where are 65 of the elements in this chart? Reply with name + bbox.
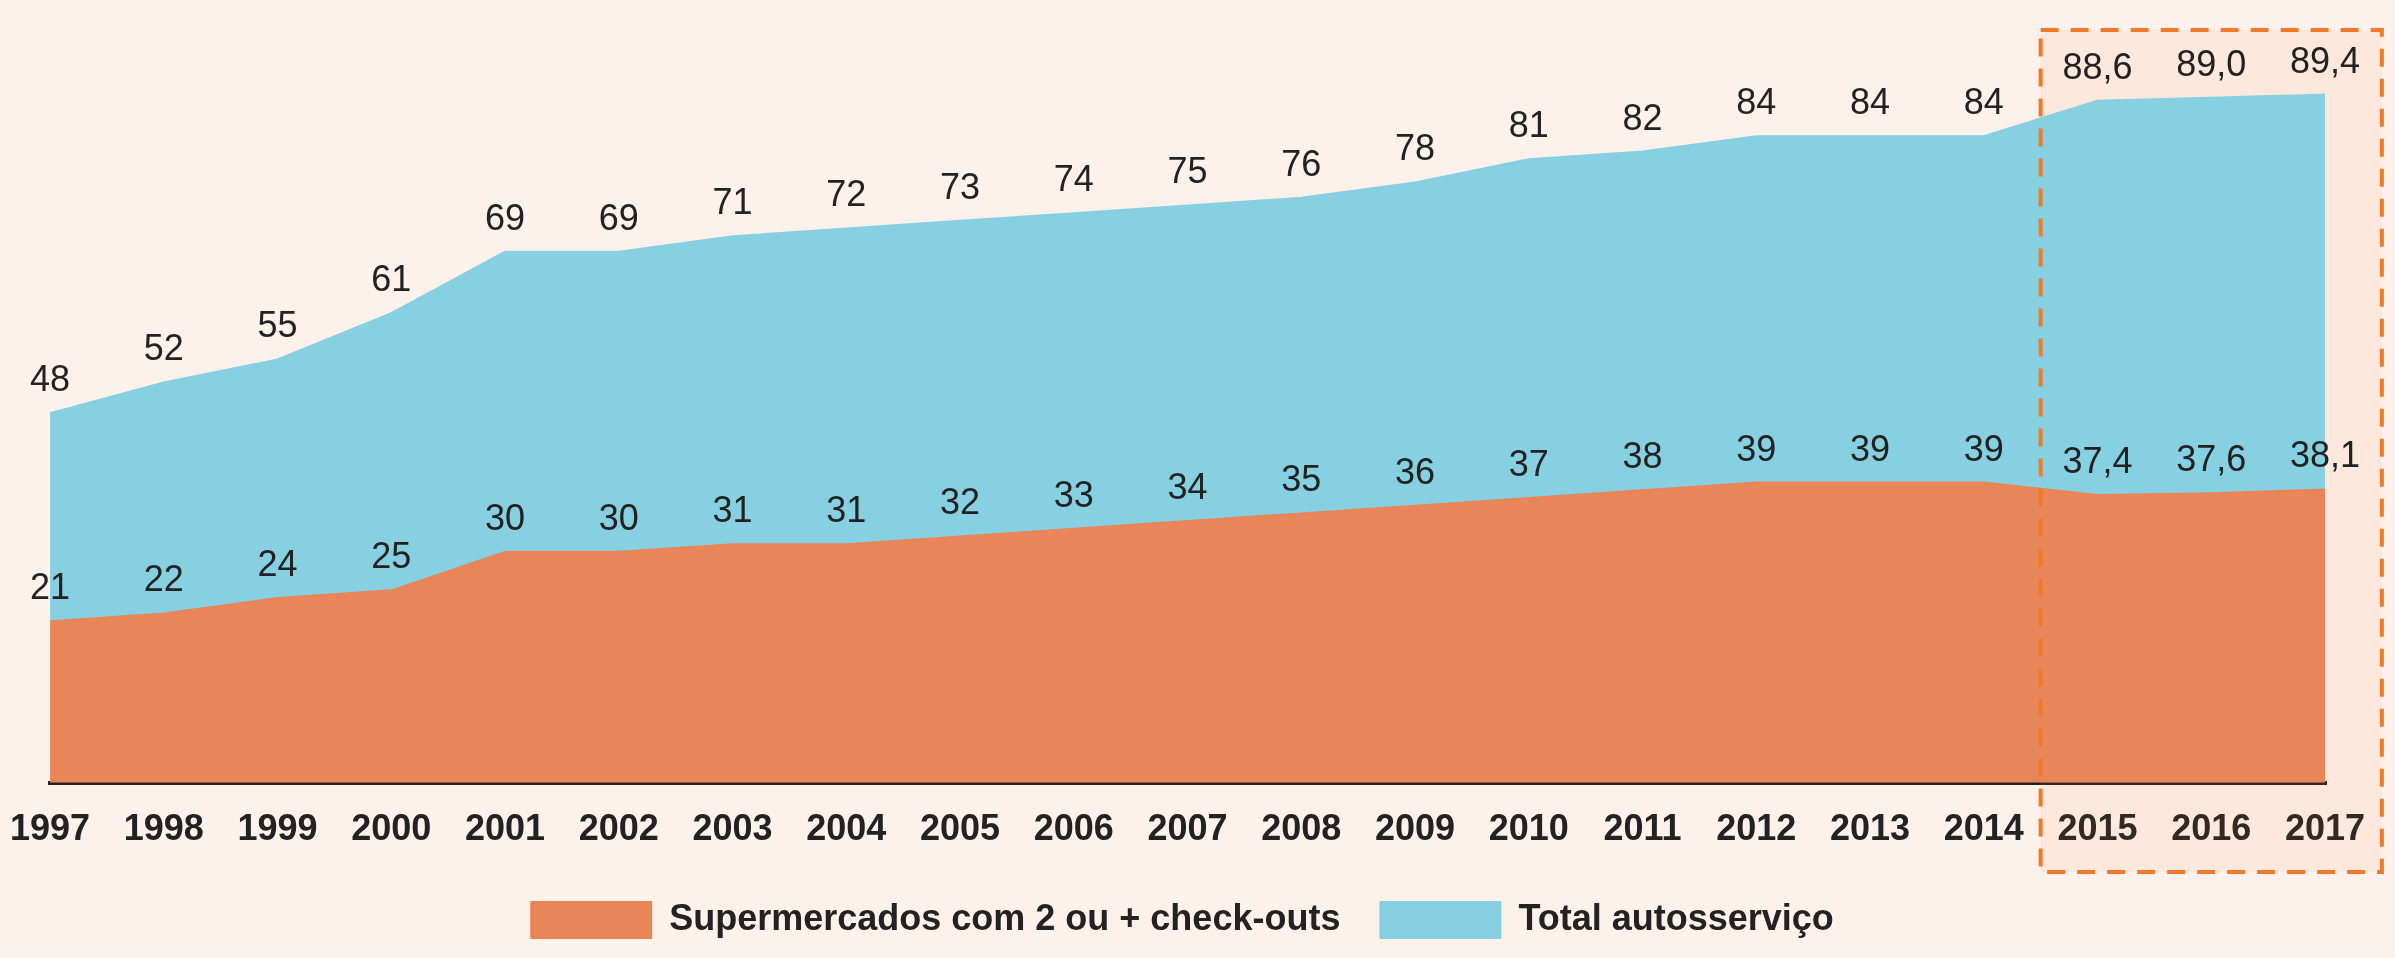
data-label: 38,1 <box>2289 434 2361 476</box>
legend-label: Total autosserviço <box>1518 896 1834 938</box>
data-label: 37,4 <box>2062 439 2133 481</box>
data-label: 89,0 <box>2176 42 2247 84</box>
data-label: 73 <box>940 165 981 207</box>
data-label: 22 <box>143 558 184 600</box>
x-tick-label: 2008 <box>1261 807 1342 849</box>
x-tick-label: 2001 <box>464 807 546 849</box>
data-label: 30 <box>598 496 639 538</box>
data-label: 71 <box>712 181 753 223</box>
data-label: 48 <box>30 358 71 400</box>
data-label: 84 <box>1736 81 1777 123</box>
data-label: 76 <box>1281 142 1322 184</box>
data-label: 35 <box>1281 458 1322 500</box>
x-tick-label: 2003 <box>692 807 773 849</box>
data-label: 30 <box>485 496 526 538</box>
x-tick-label: 1998 <box>123 807 204 849</box>
x-tick-label: 2016 <box>2171 807 2252 849</box>
data-label: 39 <box>1849 427 1891 469</box>
x-tick-label: 2004 <box>806 807 887 849</box>
x-tick-label: 2012 <box>1716 807 1797 849</box>
data-label: 84 <box>1963 81 2004 123</box>
x-tick-label: 2006 <box>1033 807 1114 849</box>
data-label: 81 <box>1508 104 1549 146</box>
x-tick-label: 2007 <box>1147 807 1228 849</box>
data-label: 78 <box>1394 127 1436 169</box>
data-label: 74 <box>1053 158 1094 200</box>
data-label: 52 <box>143 327 184 369</box>
x-tick-label: 2002 <box>578 807 659 849</box>
x-tick-label: 2013 <box>1829 807 1911 849</box>
data-label: 88,6 <box>2062 45 2133 87</box>
data-label: 31 <box>712 489 753 531</box>
data-label: 39 <box>1963 427 2004 469</box>
data-label: 39 <box>1736 427 1777 469</box>
data-label: 34 <box>1167 466 1208 507</box>
data-label: 21 <box>30 566 71 608</box>
data-label: 38 <box>1622 435 1663 477</box>
x-tick-label: 2014 <box>1943 807 2024 849</box>
legend-label: Supermercados com 2 ou + check-outs <box>669 896 1341 938</box>
data-label: 33 <box>1053 473 1094 515</box>
data-label: 84 <box>1849 81 1891 123</box>
data-label: 25 <box>371 535 412 577</box>
x-tick-label: 1997 <box>10 807 91 849</box>
data-label: 37,6 <box>2176 438 2247 480</box>
data-label: 82 <box>1622 96 1663 138</box>
x-tick-label: 1999 <box>237 807 318 849</box>
x-tick-label: 2010 <box>1488 807 1569 849</box>
x-tick-label: 2015 <box>2057 807 2138 849</box>
data-label: 89,4 <box>2289 39 2361 81</box>
data-label: 37 <box>1508 442 1549 484</box>
x-tick-label: 2009 <box>1374 807 1456 849</box>
x-tick-label: 2005 <box>919 807 1001 849</box>
data-label: 24 <box>257 542 298 584</box>
data-label: 36 <box>1394 450 1436 492</box>
x-tick-label: 2017 <box>2284 807 2366 849</box>
data-label: 55 <box>257 304 298 346</box>
data-label: 31 <box>826 489 867 531</box>
data-label: 32 <box>940 481 981 523</box>
data-label: 61 <box>371 258 412 300</box>
data-label: 75 <box>1167 150 1208 192</box>
data-label: 69 <box>485 196 526 238</box>
x-tick-label: 2000 <box>351 807 432 849</box>
x-tick-label: 2011 <box>1603 807 1682 849</box>
data-label: 72 <box>826 173 867 215</box>
data-label: 69 <box>598 196 639 238</box>
